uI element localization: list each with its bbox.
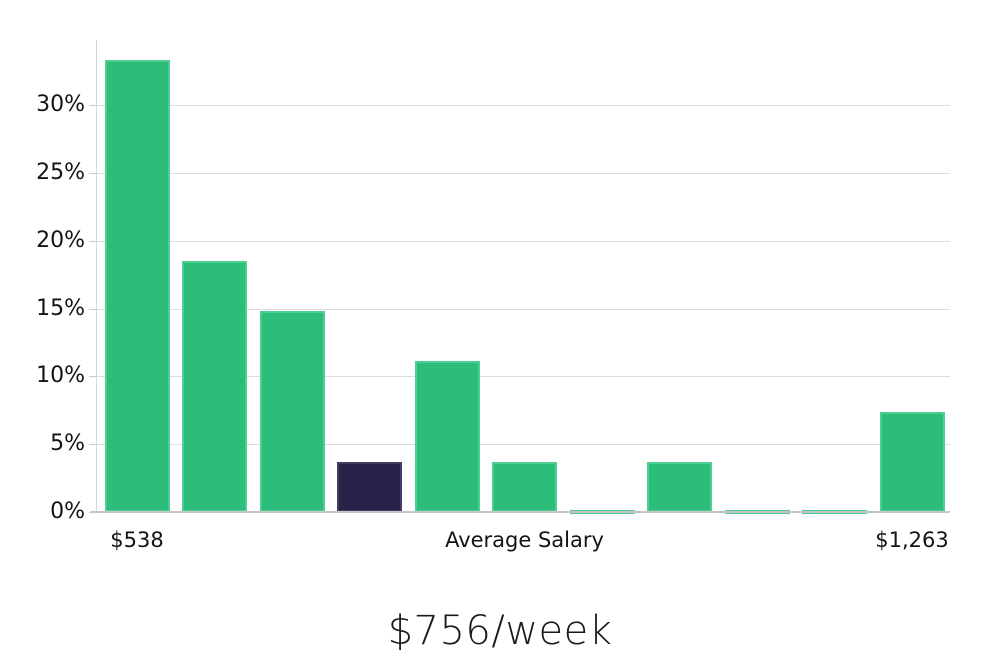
x-axis-line	[90, 511, 950, 513]
grid-line	[97, 240, 950, 242]
x-axis-tick-label: $538	[110, 528, 164, 552]
y-axis-tick-label: 15%	[36, 295, 85, 321]
y-axis-line	[96, 40, 97, 512]
y-axis-tick	[89, 105, 96, 107]
y-axis-tick-label: 20%	[36, 227, 85, 253]
y-axis-tick-label: 0%	[50, 499, 85, 524]
bar	[879, 412, 945, 512]
plot-area	[97, 40, 950, 514]
bar	[259, 311, 325, 512]
y-axis-tick	[89, 308, 96, 310]
y-axis-tick	[89, 240, 96, 242]
grid-line	[97, 172, 950, 174]
y-axis-tick-label: 30%	[36, 92, 85, 118]
bar	[647, 462, 712, 512]
y-axis-tick	[89, 376, 96, 378]
bar	[104, 60, 170, 512]
chart-title: $756/week	[387, 608, 613, 654]
grid-line	[97, 444, 950, 446]
grid-line	[97, 376, 950, 378]
y-axis-tick	[89, 172, 96, 174]
bar	[492, 462, 557, 512]
y-axis-tick-label: 5%	[50, 431, 85, 457]
x-axis-tick-label: Average Salary	[445, 528, 604, 552]
grid-line	[97, 308, 950, 310]
bar-highlighted	[337, 462, 402, 512]
y-axis-tick-label: 25%	[36, 159, 85, 185]
bar	[182, 261, 247, 512]
y-axis-tick	[89, 444, 96, 446]
y-axis-tick-label: 10%	[36, 363, 85, 389]
x-axis-tick-label: $1,263	[875, 528, 949, 552]
bar	[414, 361, 480, 512]
grid-line	[97, 105, 950, 107]
